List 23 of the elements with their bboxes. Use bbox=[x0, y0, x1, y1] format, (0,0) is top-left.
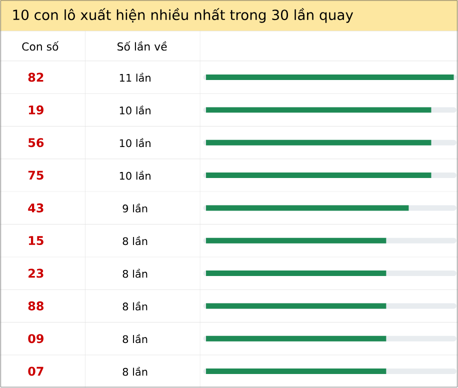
data-label: 8 lần bbox=[122, 302, 148, 311]
y-tick-label: 15 bbox=[28, 236, 44, 246]
text: Số lần về bbox=[118, 41, 167, 51]
data-label: 8 lần bbox=[122, 366, 148, 376]
y-tick-label: 43 bbox=[28, 204, 44, 213]
y-tick-label: 75 bbox=[28, 170, 44, 180]
y-tick-label: 88 bbox=[28, 302, 44, 311]
data-label: 8 lần bbox=[122, 268, 148, 278]
y-tick-label: 56 bbox=[28, 138, 44, 148]
data-label: 8 lần bbox=[122, 334, 148, 344]
y-tick-label: 82 bbox=[28, 72, 44, 82]
data-label: 10 lần bbox=[120, 170, 150, 180]
data-label: 10 lần bbox=[120, 138, 150, 148]
y-tick-label: 19 bbox=[28, 106, 44, 115]
y-tick-label: 23 bbox=[28, 268, 44, 278]
data-label: 8 lần bbox=[122, 236, 148, 246]
data-label: 11 lần bbox=[120, 72, 150, 82]
y-tick-label: 09 bbox=[28, 334, 44, 344]
chart-title: 10 con lô xuất hiện nhiều nhất trong 30 lần quay bbox=[13, 8, 354, 23]
data-label: 9 lần bbox=[122, 204, 148, 213]
y-tick-label: 07 bbox=[28, 366, 44, 376]
y-axis-title: Con số bbox=[22, 41, 59, 51]
data-label: 10 lần bbox=[120, 106, 150, 115]
